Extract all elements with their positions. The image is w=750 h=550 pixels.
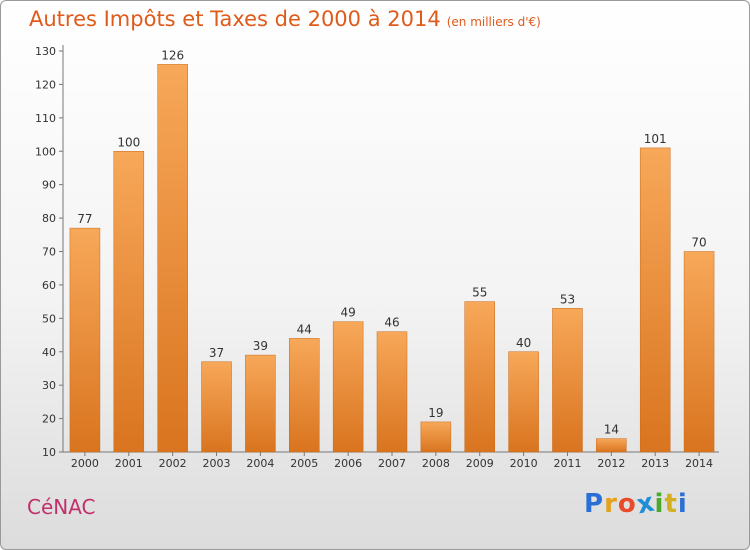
x-tick-label: 2006 xyxy=(334,457,362,470)
value-label: 19 xyxy=(428,406,443,420)
value-label: 101 xyxy=(644,132,667,146)
x-tick-label: 2007 xyxy=(378,457,406,470)
brand-letter: P xyxy=(584,489,605,519)
bar-2012 xyxy=(596,438,627,453)
value-label: 53 xyxy=(560,292,575,306)
proxiti-logo[interactable]: Proxiti xyxy=(584,487,688,520)
value-label: 49 xyxy=(340,306,355,320)
bar-2006 xyxy=(332,321,364,453)
y-tick-label: 40 xyxy=(42,346,56,359)
bar-2010 xyxy=(508,351,539,453)
x-tick-label: 2000 xyxy=(71,457,99,470)
y-tick-label: 90 xyxy=(42,179,56,192)
bar-2003 xyxy=(201,361,232,453)
x-tick-label: 2014 xyxy=(685,457,713,470)
value-label: 100 xyxy=(117,135,140,149)
y-tick-label: 70 xyxy=(42,246,56,259)
y-tick-label: 80 xyxy=(42,212,56,225)
bar-2001 xyxy=(113,151,145,453)
brand-letter: o xyxy=(617,489,637,519)
x-tick-label: 2011 xyxy=(553,457,581,470)
value-label: 46 xyxy=(384,316,399,330)
brand-letter: t xyxy=(664,489,678,519)
chart-title: Autres Impôts et Taxes de 2000 à 2014 (en… xyxy=(29,7,541,31)
y-tick-label: 110 xyxy=(35,112,56,125)
commune-name: CéNAC xyxy=(27,495,96,519)
y-tick-label: 60 xyxy=(42,279,56,292)
value-label: 14 xyxy=(604,423,619,437)
bar-2000 xyxy=(69,227,101,453)
x-tick-label: 2010 xyxy=(510,457,538,470)
bar-2011 xyxy=(552,308,583,453)
bar-2005 xyxy=(289,338,320,453)
brand-letter: i xyxy=(654,489,665,519)
bar-2007 xyxy=(376,331,408,453)
y-tick-label: 10 xyxy=(42,446,56,459)
x-tick-label: 2005 xyxy=(290,457,318,470)
x-tick-label: 2001 xyxy=(115,457,143,470)
value-label: 39 xyxy=(253,339,268,353)
bar-2009 xyxy=(464,301,495,453)
bar-2013 xyxy=(639,147,671,453)
y-tick-label: 100 xyxy=(35,145,56,158)
value-label: 44 xyxy=(297,322,312,336)
y-tick-label: 30 xyxy=(42,379,56,392)
chart-title-text: Autres Impôts et Taxes de 2000 à 2014 xyxy=(29,7,441,31)
bar-2014 xyxy=(683,251,715,453)
x-tick-label: 2013 xyxy=(641,457,669,470)
x-tick-label: 2004 xyxy=(246,457,274,470)
x-tick-label: 2012 xyxy=(597,457,625,470)
brand-letter: r xyxy=(604,489,618,519)
x-tick-label: 2003 xyxy=(203,457,231,470)
value-label: 37 xyxy=(209,346,224,360)
value-label: 40 xyxy=(516,336,531,350)
value-label: 55 xyxy=(472,286,487,300)
value-label: 126 xyxy=(161,48,184,62)
x-tick-label: 2002 xyxy=(159,457,187,470)
value-label: 77 xyxy=(77,212,92,226)
brand-letter: i xyxy=(677,489,688,519)
bar-2002 xyxy=(157,64,188,453)
bar-2008 xyxy=(420,421,452,453)
y-tick-label: 50 xyxy=(42,312,56,325)
y-tick-label: 20 xyxy=(42,413,56,426)
value-label: 70 xyxy=(691,236,706,250)
x-tick-label: 2008 xyxy=(422,457,450,470)
y-tick-label: 130 xyxy=(35,45,56,58)
chart-subtitle: (en milliers d'€) xyxy=(446,15,541,29)
x-tick-label: 2009 xyxy=(466,457,494,470)
y-tick-label: 120 xyxy=(35,78,56,91)
bar-2004 xyxy=(245,354,276,453)
